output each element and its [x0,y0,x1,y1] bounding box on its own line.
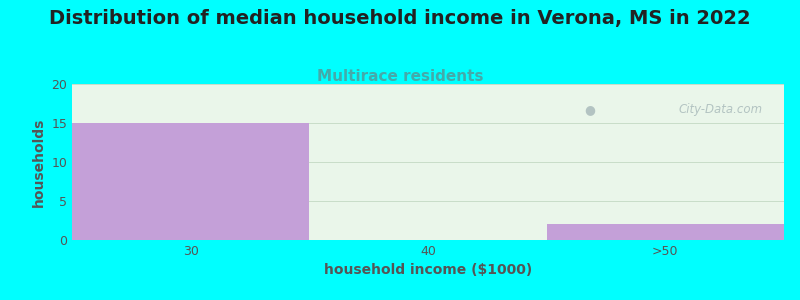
Text: Multirace residents: Multirace residents [317,69,483,84]
Text: Distribution of median household income in Verona, MS in 2022: Distribution of median household income … [49,9,751,28]
Y-axis label: households: households [32,117,46,207]
Text: ●: ● [585,103,595,116]
Bar [72,123,310,240]
X-axis label: household income ($1000): household income ($1000) [324,263,532,278]
Text: City-Data.com: City-Data.com [678,103,762,116]
Bar [546,224,784,240]
